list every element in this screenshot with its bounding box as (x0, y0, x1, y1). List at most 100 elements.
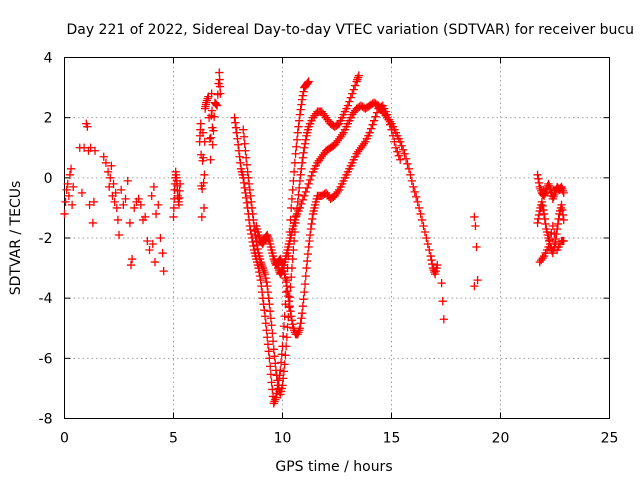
data-point (292, 142, 301, 151)
data-point (214, 79, 223, 88)
data-point (282, 248, 292, 258)
data-point (369, 116, 379, 125)
data-point (345, 116, 354, 125)
data-point (310, 164, 319, 173)
data-point (260, 312, 270, 321)
data-point (542, 227, 552, 237)
data-point (239, 125, 248, 134)
data-point (343, 119, 353, 128)
data-point (285, 302, 294, 311)
data-point (268, 251, 278, 261)
data-point (279, 260, 289, 270)
data-point (143, 236, 152, 246)
data-point (302, 131, 311, 140)
data-point (101, 158, 111, 167)
data-point (335, 119, 344, 128)
data-point (212, 101, 222, 110)
data-point (343, 101, 353, 110)
data-point (346, 161, 355, 170)
data-point (254, 248, 263, 258)
data-point (241, 188, 250, 198)
data-point (249, 215, 258, 225)
data-point (255, 254, 265, 264)
y-tick-labels: -8 -6 -4 -2 0 2 4 (39, 51, 53, 428)
data-point (297, 309, 307, 318)
data-point (63, 179, 72, 188)
data-point (339, 176, 348, 185)
data-point (298, 91, 307, 100)
data-point (305, 119, 315, 128)
data-point (244, 173, 253, 182)
series-main-track-d (273, 98, 442, 279)
data-point (289, 176, 298, 185)
data-point (265, 307, 275, 316)
data-point (284, 292, 293, 301)
data-point (209, 126, 218, 135)
data-point (281, 251, 291, 261)
data-point (306, 224, 315, 234)
data-point (368, 120, 377, 129)
data-point (208, 140, 217, 149)
series-main-track-b (239, 71, 363, 399)
data-point (169, 212, 178, 222)
data-point (136, 200, 145, 210)
data-point (285, 293, 294, 302)
data-point (367, 124, 376, 133)
data-point (548, 221, 557, 231)
data-point (365, 128, 374, 137)
data-point (85, 200, 94, 210)
data-point (541, 248, 550, 258)
data-point (263, 281, 272, 291)
data-point (245, 185, 254, 195)
data-point (113, 215, 123, 225)
data-point (278, 266, 287, 276)
data-point (342, 122, 351, 131)
data-point (296, 105, 305, 114)
data-point (249, 241, 258, 251)
data-point (283, 245, 292, 255)
data-point (400, 149, 409, 158)
data-point (114, 230, 124, 240)
data-point (410, 187, 419, 197)
data-point (542, 245, 552, 255)
data-point (559, 215, 568, 225)
data-point (277, 350, 286, 359)
data-point (255, 271, 265, 281)
data-point (433, 260, 442, 270)
data-point (534, 174, 543, 183)
data-point (288, 185, 297, 195)
data-point (264, 294, 273, 303)
data-point (207, 89, 216, 98)
data-point (248, 237, 257, 247)
data-point (348, 158, 357, 167)
data-point (307, 171, 316, 180)
data-point (148, 239, 157, 249)
data-point (90, 146, 100, 155)
data-point (65, 170, 75, 179)
data-point (205, 134, 214, 143)
data-point (397, 141, 406, 150)
data-point (281, 300, 290, 309)
data-point (336, 182, 345, 192)
data-point (271, 366, 281, 375)
data-point (111, 188, 120, 198)
data-point (409, 182, 418, 192)
data-point (291, 149, 300, 158)
data-point (286, 307, 295, 316)
data-point (420, 227, 430, 237)
data-point (426, 251, 435, 261)
data-point (286, 233, 295, 243)
data-point (200, 170, 209, 179)
data-point (271, 393, 281, 402)
data-point (126, 260, 136, 270)
data-point (297, 164, 306, 173)
data-point (66, 164, 76, 173)
data-point (540, 214, 549, 224)
data-point (361, 137, 370, 146)
data-point (215, 82, 225, 91)
data-point (298, 153, 307, 162)
data-point (393, 131, 402, 140)
data-point (262, 326, 271, 335)
data-point (276, 387, 286, 396)
data-point (295, 116, 304, 125)
